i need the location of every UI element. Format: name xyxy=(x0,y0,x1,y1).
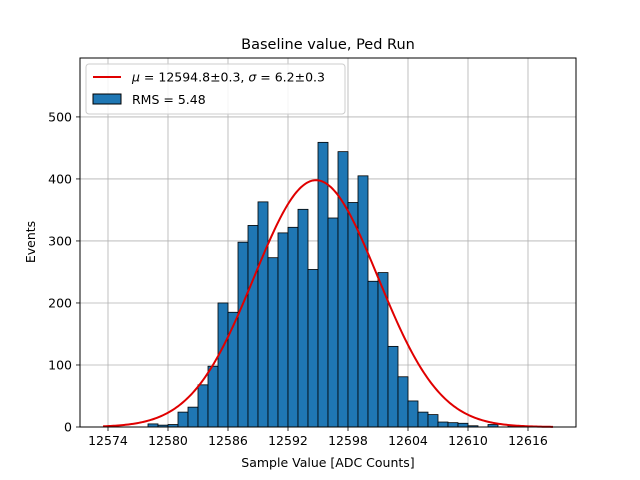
histogram-bar xyxy=(457,422,469,428)
gaussian-fit-curve xyxy=(102,179,554,428)
histogram-bar xyxy=(437,421,449,428)
y-axis-ticks: 0 100 200 300 400 500 xyxy=(48,109,80,435)
histogram-bar xyxy=(347,202,359,428)
histogram-bar xyxy=(407,400,419,428)
histogram-bar xyxy=(327,217,339,428)
histogram-bars xyxy=(147,141,519,428)
x-tick-label: 12616 xyxy=(508,433,548,448)
x-axis-label: Sample Value [ADC Counts] xyxy=(241,455,414,470)
x-tick-label: 12610 xyxy=(448,433,488,448)
x-axis-ticks: 12574 12580 12586 12592 12598 12604 12610 12616 xyxy=(88,427,548,448)
histogram-bar xyxy=(357,175,369,428)
histogram-bar xyxy=(297,208,309,428)
histogram-bar xyxy=(387,345,399,428)
histogram-bar xyxy=(447,422,459,428)
histogram-bar xyxy=(337,151,349,428)
histogram-bar xyxy=(217,302,229,428)
x-tick-label: 12574 xyxy=(88,433,128,448)
legend-sigma-value: = 6.2±0.3 xyxy=(256,70,325,85)
x-tick-label: 12598 xyxy=(328,433,368,448)
histogram-bar xyxy=(237,241,249,428)
histogram-bar xyxy=(247,225,259,428)
chart-title: Baseline value, Ped Run xyxy=(241,37,415,53)
legend-fit-label: μ = 12594.8±0.3, σ = 6.2±0.3 xyxy=(131,70,325,85)
histogram-bar xyxy=(277,232,289,428)
histogram-bar xyxy=(307,269,319,428)
x-tick-label: 12580 xyxy=(148,433,188,448)
y-tick-label: 0 xyxy=(64,420,72,435)
histogram-bar xyxy=(417,411,429,428)
plot-frame xyxy=(79,57,577,428)
histogram-bar xyxy=(257,201,269,428)
x-tick-label: 12604 xyxy=(388,433,428,448)
histogram-bar xyxy=(197,384,209,428)
legend-mu-symbol: μ xyxy=(131,70,140,85)
legend-hist-label: RMS = 5.48 xyxy=(132,92,206,107)
histogram-bar xyxy=(317,141,329,428)
histogram-bar xyxy=(427,414,439,428)
y-tick-label: 300 xyxy=(48,233,72,248)
histogram-bar xyxy=(267,257,279,428)
x-tick-label: 12592 xyxy=(268,433,308,448)
legend-mu-value: = 12594.8±0.3, xyxy=(140,70,248,85)
x-tick-label: 12586 xyxy=(208,433,248,448)
histogram-bar xyxy=(367,280,379,428)
legend-box xyxy=(85,63,346,115)
legend-sigma-symbol: σ xyxy=(248,70,257,85)
histogram-bar xyxy=(207,365,219,428)
histogram-bar xyxy=(177,411,189,428)
y-tick-label: 200 xyxy=(48,295,72,310)
y-tick-label: 100 xyxy=(48,357,72,372)
y-tick-label: 400 xyxy=(48,171,72,186)
y-axis-label: Events xyxy=(23,221,38,263)
legend: μ = 12594.8±0.3, σ = 6.2±0.3 RMS = 5.48 xyxy=(85,63,346,115)
histogram-bar xyxy=(187,406,199,428)
legend-hist-swatch xyxy=(92,93,122,105)
histogram-bar xyxy=(227,311,239,428)
y-tick-label: 500 xyxy=(48,109,72,124)
histogram-bar xyxy=(397,376,409,428)
histogram-bar xyxy=(287,226,299,428)
